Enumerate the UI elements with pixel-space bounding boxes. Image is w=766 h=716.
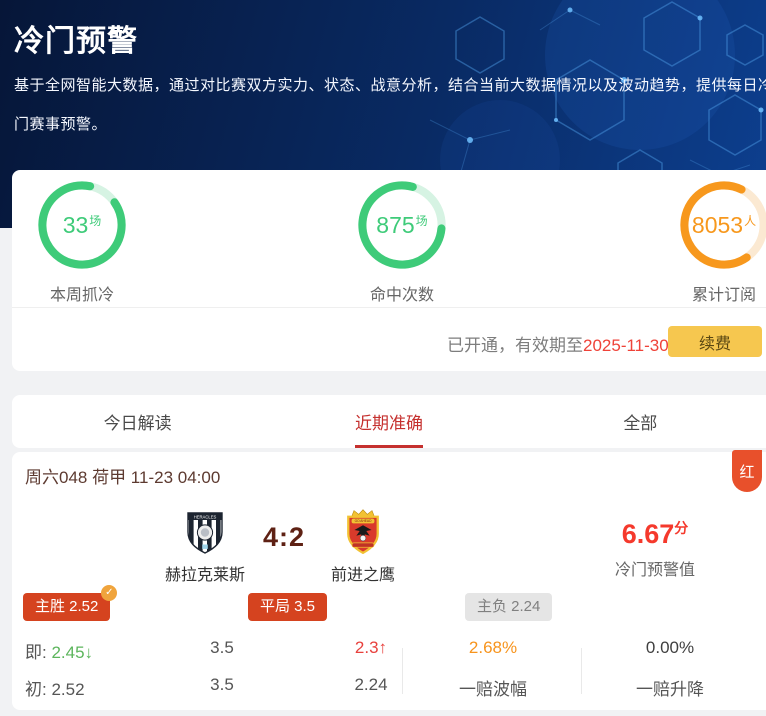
subscription-status: 已开通，有效期至2025-11-30: [447, 331, 669, 356]
tag-label: 主负 2.24: [477, 598, 541, 615]
home-team-name: 赫拉克莱斯: [164, 567, 245, 584]
stat-value: 33: [62, 211, 89, 238]
stat-value: 8053: [691, 211, 744, 238]
match-score: 4:2: [262, 522, 306, 552]
tabs-bar: 今日解读 近期准确 全部: [12, 395, 766, 448]
stat-subscribers: 8053 人 累计订阅: [662, 180, 766, 305]
warning-label: 冷门预警值: [614, 562, 695, 579]
match-card[interactable]: 周六048 荷甲 11-23 04:00 红 HERACLES: [12, 450, 766, 710]
tag-home-win[interactable]: 主胜 2.52 ✓: [23, 585, 118, 621]
stat-hit-count: 875 场 命中次数: [340, 180, 464, 305]
renew-button[interactable]: 续费: [668, 326, 762, 357]
live-away-odds: 2.3↑: [354, 638, 388, 657]
warning-unit: 分: [674, 520, 689, 536]
home-team-logo-icon: HERACLES: [145, 508, 265, 554]
stat-unit: 人: [744, 213, 757, 228]
stat-weekly-upsets: 33 场 本周抓冷: [20, 180, 144, 305]
progress-ring: 8053 人: [679, 180, 766, 270]
tab-today-analysis[interactable]: 今日解读: [12, 395, 263, 448]
check-icon: ✓: [101, 585, 118, 601]
init-away-odds: 2.24: [354, 675, 388, 694]
init-home-odds: 2.52: [51, 680, 85, 699]
svg-text:GO AHEAD: GO AHEAD: [355, 519, 372, 523]
page-description: 基于全网智能大数据，通过对比赛双方实力、状态、战意分析，结合当前大数据情况以及波…: [14, 77, 766, 133]
divider: [12, 307, 766, 308]
tag-label: 主胜 2.52: [35, 598, 99, 615]
stat-label: 命中次数: [369, 287, 434, 304]
subscription-status-text: 已开通，有效期至: [447, 336, 583, 355]
tab-recent-accurate[interactable]: 近期准确: [263, 395, 514, 448]
live-home-odds: 2.45↓: [51, 643, 94, 662]
progress-ring: 33 场: [37, 180, 127, 270]
page-title: 冷门预警: [14, 25, 138, 58]
tag-home-lose[interactable]: 主负 2.24: [465, 593, 553, 621]
away-team-name: 前进之鹰: [330, 567, 395, 584]
away-team-logo-icon: GO AHEAD: [303, 508, 423, 554]
stat-label: 累计订阅: [691, 287, 756, 304]
home-team: HERACLES 赫拉克莱斯: [145, 508, 265, 585]
tab-label: 全部: [623, 414, 658, 433]
change-value: 0.00%: [645, 638, 695, 657]
away-team: GO AHEAD 前进之鹰: [303, 508, 423, 585]
init-prefix: 初:: [25, 680, 47, 699]
stat-unit: 场: [89, 213, 102, 228]
stats-card: 33 场 本周抓冷 875 场 命中次数: [12, 170, 766, 371]
stat-label: 本周抓冷: [49, 287, 114, 304]
stat-value: 875: [376, 211, 415, 238]
progress-ring: 875 场: [357, 180, 447, 270]
warning-value: 6.67: [621, 519, 675, 549]
fluctuation-label: 一赔波幅: [459, 680, 527, 699]
divider: [402, 648, 403, 694]
init-draw-odds: 3.5: [210, 675, 234, 694]
tab-label: 近期准确: [354, 414, 423, 433]
svg-text:HERACLES: HERACLES: [194, 514, 217, 519]
change-label: 一赔升降: [636, 680, 704, 699]
init-odds-row: 初: 2.52: [25, 675, 85, 700]
live-draw-odds: 3.5: [210, 638, 234, 657]
fluctuation-value: 2.68%: [468, 638, 518, 657]
live-prefix: 即:: [25, 643, 47, 662]
live-odds-row: 即: 2.45↓: [25, 638, 93, 663]
active-tab-underline: [354, 445, 423, 448]
tab-all[interactable]: 全部: [515, 395, 766, 448]
match-info: 周六048 荷甲 11-23 04:00: [25, 468, 221, 487]
subscription-expire-date: 2025-11-30: [583, 336, 669, 355]
red-tag-badge: 红: [732, 450, 762, 492]
tag-label: 平局 3.5: [260, 598, 316, 615]
stat-unit: 场: [415, 213, 428, 228]
tab-label: 今日解读: [103, 414, 172, 433]
upset-warning: 6.67分 冷门预警值: [595, 518, 715, 580]
tag-draw[interactable]: 平局 3.5: [248, 593, 328, 621]
divider: [581, 648, 582, 694]
